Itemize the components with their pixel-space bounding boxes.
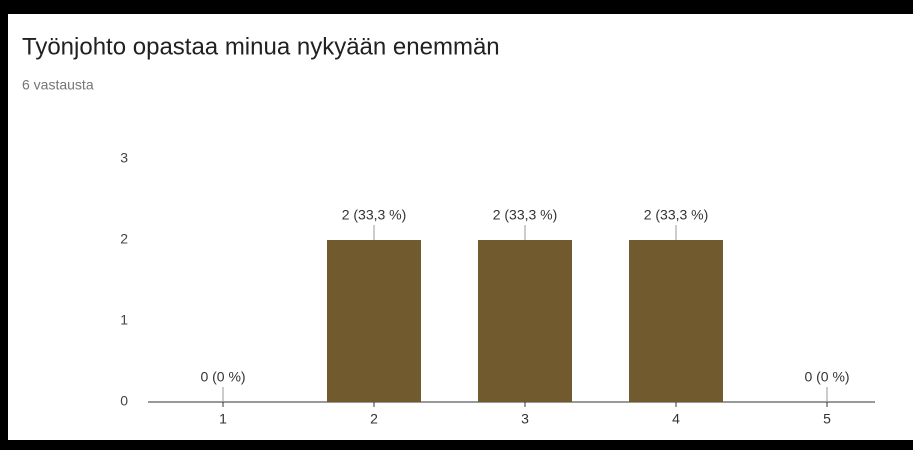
value-label: 0 (0 %) bbox=[804, 369, 849, 385]
value-label: 2 (33,3 %) bbox=[644, 207, 709, 223]
x-tick-label: 4 bbox=[672, 411, 680, 427]
bar bbox=[629, 240, 723, 402]
y-tick-label: 0 bbox=[120, 393, 128, 409]
y-tick-label: 3 bbox=[120, 150, 128, 166]
bar bbox=[478, 240, 572, 402]
chart-subtitle: 6 vastausta bbox=[22, 77, 94, 93]
chart-title: Työnjohto opastaa minua nykyään enemmän bbox=[22, 33, 500, 60]
value-label: 2 (33,3 %) bbox=[342, 207, 407, 223]
bar bbox=[327, 240, 421, 402]
x-tick-label: 3 bbox=[521, 411, 529, 427]
x-tick-label: 2 bbox=[370, 411, 378, 427]
value-label: 2 (33,3 %) bbox=[493, 207, 558, 223]
x-tick-label: 1 bbox=[219, 411, 227, 427]
x-tick-label: 5 bbox=[823, 411, 831, 427]
y-tick-label: 1 bbox=[120, 312, 128, 328]
value-label: 0 (0 %) bbox=[200, 369, 245, 385]
y-tick-label: 2 bbox=[120, 231, 128, 247]
card bbox=[8, 14, 913, 440]
